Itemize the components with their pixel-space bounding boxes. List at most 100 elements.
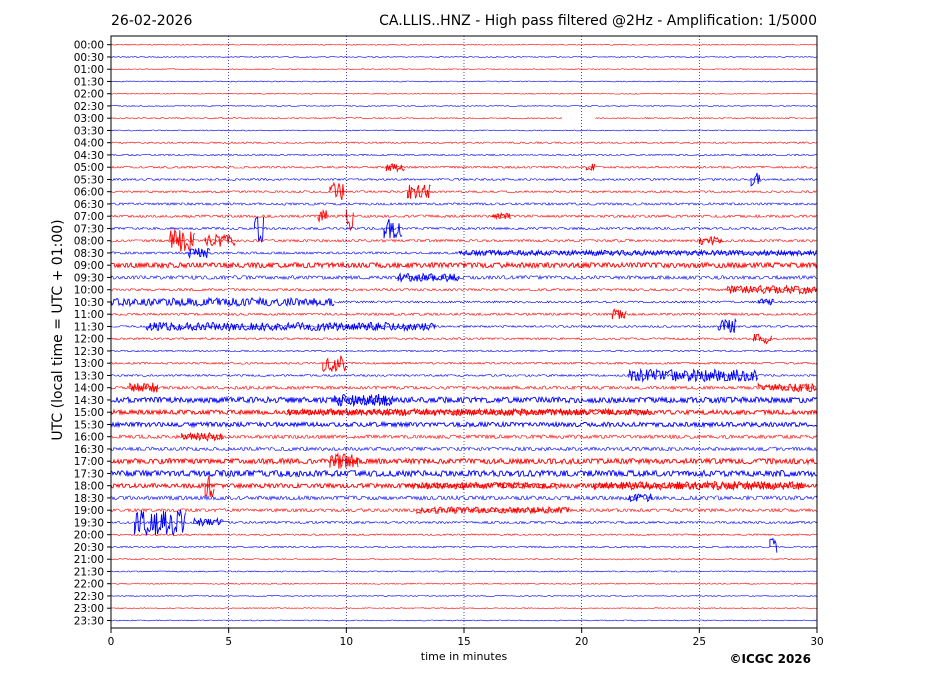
trace-segment — [110, 165, 818, 169]
trace-segment — [698, 235, 723, 247]
row-time-label: 18:00 — [74, 481, 104, 493]
trace-segment — [204, 475, 215, 498]
row-time-label: 19:30 — [74, 517, 104, 529]
row-time-label: 22:00 — [74, 579, 104, 591]
row-time-label: 08:30 — [74, 248, 104, 260]
row-time-label: 09:30 — [74, 272, 104, 284]
row-time-label: 16:30 — [74, 444, 104, 456]
trace-segment — [385, 163, 405, 173]
trace-segment — [110, 312, 818, 317]
trace-segment — [110, 296, 335, 308]
plot-frame — [110, 35, 818, 629]
trace-segment — [334, 300, 817, 304]
trace-segment — [110, 43, 818, 46]
trace-segment — [110, 595, 818, 597]
row-time-label: 00:00 — [74, 40, 104, 52]
row-time-label: 20:00 — [74, 530, 104, 542]
y-axis-label: UTC (local time = UTC + 01:00) — [50, 219, 66, 440]
vertical-gridlines — [228, 36, 700, 628]
x-tick-label: 5 — [225, 636, 232, 648]
trace-segment — [727, 284, 818, 295]
trace-segment — [110, 260, 818, 270]
x-tick-label: 10 — [340, 636, 353, 648]
trace-segment — [628, 367, 759, 383]
row-time-label: 05:30 — [74, 174, 104, 186]
row-time-label: 11:00 — [74, 309, 104, 321]
row-time-label: 19:00 — [74, 505, 104, 517]
row-time-label: 16:00 — [74, 432, 104, 444]
row-time-label: 15:00 — [74, 407, 104, 419]
trace-segment — [592, 480, 805, 491]
trace-segment — [169, 228, 196, 253]
trace-segment — [585, 163, 596, 171]
trace-segment — [192, 516, 224, 527]
trace-segment — [595, 117, 817, 120]
trace-segment — [110, 337, 818, 341]
row-time-label: 06:00 — [74, 187, 104, 199]
row-time-label: 06:30 — [74, 199, 104, 211]
row-time-label: 09:00 — [74, 260, 104, 272]
trace-segment — [628, 492, 653, 503]
trace-segment — [110, 433, 818, 440]
trace-segment — [110, 481, 818, 490]
trace-segment — [416, 506, 570, 515]
row-time-label: 21:30 — [74, 566, 104, 578]
row-time-label: 20:30 — [74, 542, 104, 554]
trace-segment — [110, 533, 818, 537]
trace-segment — [110, 570, 818, 573]
trace-segment — [181, 431, 224, 442]
row-time-label: 05:00 — [74, 162, 104, 174]
trace-segment — [110, 226, 818, 231]
trace-segment — [110, 395, 818, 405]
trace-segment — [611, 308, 627, 320]
x-axis-ticks: 0 5 10 15 20 25 30 — [108, 628, 824, 648]
trace-segment — [110, 494, 818, 501]
trace-segment — [334, 393, 394, 408]
row-time-label: 23:00 — [74, 603, 104, 615]
row-time-label: 11:30 — [74, 321, 104, 333]
row-time-label: 07:30 — [74, 223, 104, 235]
x-axis-label: time in minutes — [421, 650, 508, 663]
row-time-label: 03:30 — [74, 125, 104, 137]
trace-segment — [407, 184, 431, 199]
chart-title: CA.LLIS..HNZ - High pass filtered @2Hz -… — [379, 13, 817, 29]
row-time-label: 08:00 — [74, 236, 104, 248]
x-tick-label: 0 — [108, 636, 115, 648]
row-time-label: 10:30 — [74, 297, 104, 309]
trace-segment — [287, 407, 652, 417]
trace-segment — [110, 582, 818, 585]
trace-segment — [110, 619, 818, 622]
trace-segment — [134, 509, 186, 537]
date-label: 26-02-2026 — [111, 13, 192, 29]
trace-segment — [110, 420, 818, 429]
trace-segment — [329, 181, 345, 201]
trace-area — [110, 43, 818, 622]
trace-segment — [458, 248, 817, 258]
trace-segment — [769, 537, 778, 553]
trace-segment — [110, 545, 818, 549]
trace-segment — [254, 216, 265, 243]
trace-segment — [110, 117, 563, 120]
row-time-label: 03:00 — [74, 113, 104, 125]
row-time-label: 10:00 — [74, 285, 104, 297]
row-time-label: 13:30 — [74, 370, 104, 382]
trace-segment — [717, 317, 737, 334]
row-time-label: 21:00 — [74, 554, 104, 566]
trace-segment — [145, 321, 436, 332]
trace-segment — [110, 141, 818, 145]
x-tick-label: 20 — [575, 636, 588, 648]
trace-segment — [129, 382, 159, 393]
row-time-label: 13:00 — [74, 358, 104, 370]
trace-segment — [110, 177, 818, 182]
row-time-label: 18:30 — [74, 493, 104, 505]
trace-segment — [204, 233, 236, 247]
trace-segment — [110, 520, 818, 525]
trace-segment — [110, 607, 818, 610]
row-time-labels: 00:0000:3001:0001:3002:0002:3003:0003:30… — [74, 40, 111, 627]
trace-segment — [750, 172, 761, 187]
row-time-label: 22:30 — [74, 591, 104, 603]
row-time-label: 04:30 — [74, 150, 104, 162]
trace-segment — [188, 247, 211, 259]
trace-segment — [110, 287, 818, 292]
